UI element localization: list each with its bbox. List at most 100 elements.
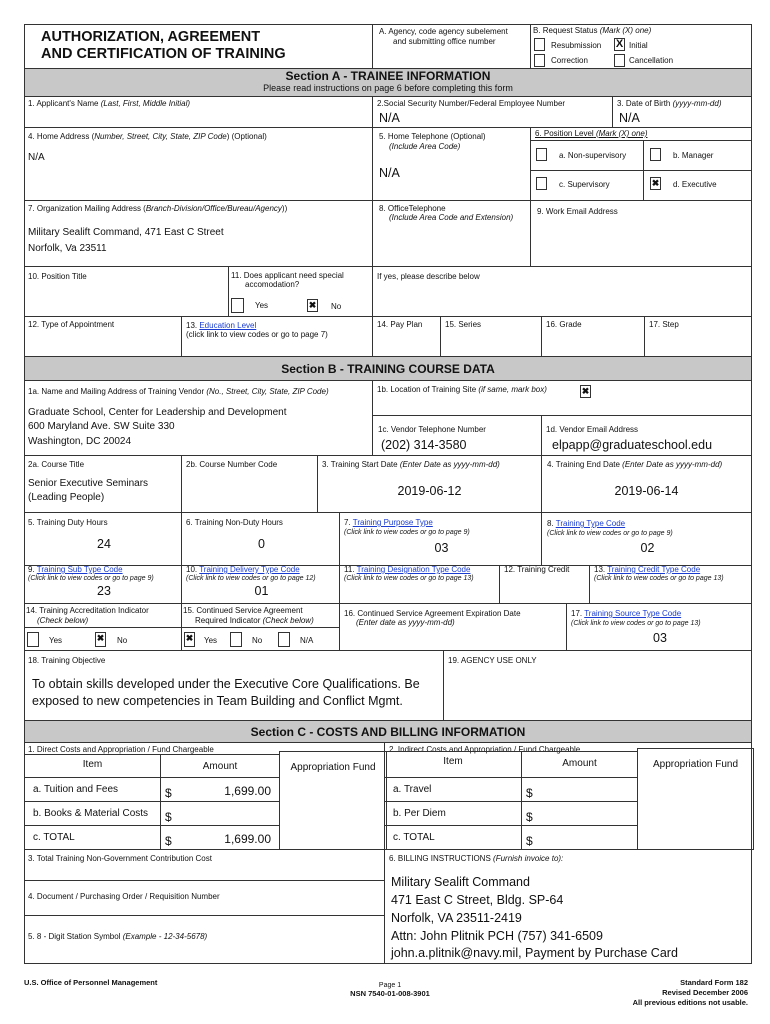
checkbox-same-site[interactable]: ✖	[580, 385, 591, 398]
checkbox-executive[interactable]: ✖	[650, 177, 661, 190]
non-duty-hours-field[interactable]: 6. Training Non-Duty Hours 0	[181, 512, 340, 566]
position-level: 6. Position Level (Mark (X) one) a. Non-…	[530, 127, 752, 201]
position-title-field[interactable]: 10. Position Title	[24, 266, 229, 317]
checkbox-manager[interactable]	[650, 148, 661, 161]
section-subtitle: Please read instructions on page 6 befor…	[263, 83, 513, 93]
label: (Example - 12-34-5678)	[122, 932, 208, 941]
appointment-type-field[interactable]: 12. Type of Appointment	[24, 316, 182, 357]
course-title-field[interactable]: 2a. Course Title Senior Executive Seminar…	[24, 455, 182, 513]
training-objective-field[interactable]: 18. Training Objective To obtain skills d…	[24, 650, 444, 721]
designation-type-field[interactable]: 11. Training Designation Type Code (Click…	[339, 565, 500, 604]
start-date-field[interactable]: 3. Training Start Date (Enter Date as yy…	[317, 455, 542, 513]
value: N/A	[28, 152, 45, 163]
accommodation-description-field[interactable]: If yes, please describe below	[372, 266, 752, 317]
dob-field[interactable]: 3. Date of Birth (yyyy-mm-dd) N/A	[612, 96, 752, 128]
value: 24	[97, 537, 111, 551]
purchase-order-field[interactable]: 4. Document / Purchasing Order / Requisi…	[24, 880, 385, 916]
work-email-field[interactable]: 9. Work Email Address	[530, 200, 752, 267]
sub-type-link[interactable]: Training Sub Type Code	[36, 565, 123, 574]
label: (Mark (X) one)	[595, 129, 648, 138]
label: 10.	[186, 565, 200, 574]
cost-amount-field[interactable]: $1,699.00	[160, 825, 280, 850]
end-date-field[interactable]: 4. Training End Date (Enter Date as yyyy…	[541, 455, 752, 513]
duty-hours-field[interactable]: 5. Training Duty Hours 24	[24, 512, 182, 566]
vendor-address-field[interactable]: 1a. Name and Mailing Address of Training…	[24, 380, 373, 456]
checkbox-csa-na[interactable]	[278, 632, 290, 647]
label: No	[117, 636, 128, 645]
delivery-type-field[interactable]: 10. Training Delivery Type Code (Click li…	[181, 565, 340, 604]
label: b. Manager	[673, 151, 714, 160]
value: 600 Maryland Ave. SW Suite 330	[28, 421, 175, 432]
cost-amount-field[interactable]: $1,699.00	[160, 777, 280, 802]
value: 1,699.00	[224, 832, 271, 846]
checkbox-supervisory[interactable]	[536, 177, 547, 190]
designation-type-link[interactable]: Training Designation Type Code	[356, 565, 471, 574]
home-telephone-field[interactable]: 5. Home Telephone (Optional) (Include Are…	[372, 127, 531, 201]
checkbox-accreditation-yes[interactable]	[27, 632, 39, 647]
checkbox-accreditation-no[interactable]: ✖	[95, 632, 106, 647]
course-number-field[interactable]: 2b. Course Number Code	[181, 455, 318, 513]
checkbox-initial[interactable]: X	[614, 38, 625, 51]
col-header-item: Item	[24, 754, 161, 778]
delivery-type-link[interactable]: Training Delivery Type Code	[199, 565, 300, 574]
credit-type-field[interactable]: 13. Training Credit Type Code (Click link…	[589, 565, 752, 604]
appropriation-fund-field[interactable]: Appropriation Fund	[637, 748, 754, 850]
credit-type-link[interactable]: Training Credit Type Code	[607, 565, 701, 574]
station-symbol-field[interactable]: 5. 8 - Digit Station Symbol (Example - 1…	[24, 915, 385, 964]
cost-item: c. TOTAL	[384, 825, 522, 850]
pay-plan-field[interactable]: 14. Pay Plan	[372, 316, 441, 357]
office-telephone-field[interactable]: 8. OfficeTelephone (Include Area Code and…	[372, 200, 531, 267]
training-type-field[interactable]: 8. Training Type Code (Click link to view…	[541, 512, 752, 566]
appropriation-fund-field[interactable]: Appropriation Fund	[279, 751, 387, 850]
checkbox-cancellation[interactable]	[614, 54, 625, 67]
checkbox-correction[interactable]	[534, 54, 545, 67]
applicant-name-field[interactable]: 1. Applicant's Name (Last, First, Middle…	[24, 96, 373, 128]
source-type-field[interactable]: 17. Training Source Type Code (Click link…	[566, 603, 752, 651]
step-field[interactable]: 17. Step	[644, 316, 752, 357]
agency-code-field[interactable]: A. Agency, code agency subelement and su…	[372, 24, 531, 69]
checkbox-csa-yes[interactable]: ✖	[184, 632, 195, 647]
value: (202) 314-3580	[381, 438, 467, 452]
series-field[interactable]: 15. Series	[440, 316, 542, 357]
checkbox-accommodation-yes[interactable]	[231, 298, 244, 313]
cost-item: b. Per Diem	[384, 801, 522, 826]
value: 02	[640, 541, 655, 555]
purpose-type-field[interactable]: 7. Training Purpose Type (Click link to v…	[339, 512, 542, 566]
cost-amount-field[interactable]: $	[521, 825, 638, 850]
vendor-phone-field[interactable]: 1c. Vendor Telephone Number (202) 314-358…	[372, 415, 542, 456]
non-gov-contribution-field[interactable]: 3. Total Training Non-Government Contrib…	[24, 849, 385, 881]
purpose-type-link[interactable]: Training Purpose Type	[352, 518, 433, 527]
vendor-email-field[interactable]: 1d. Vendor Email Address elpapp@graduates…	[541, 415, 752, 456]
checkbox-csa-no[interactable]	[230, 632, 242, 647]
grade-field[interactable]: 16. Grade	[541, 316, 645, 357]
training-type-link[interactable]: Training Type Code	[555, 519, 626, 528]
training-credit-field[interactable]: 12. Training Credit	[499, 565, 590, 604]
source-type-link[interactable]: Training Source Type Code	[584, 609, 682, 618]
sub-type-field[interactable]: 9. Training Sub Type Code (Click link to …	[24, 565, 182, 604]
label: 11.	[344, 565, 357, 574]
label: Appropriation Fund	[290, 762, 376, 773]
cost-item: a. Travel	[384, 777, 522, 802]
cost-amount-field[interactable]: $	[160, 801, 280, 826]
education-level-field[interactable]: 13. Education Level (click link to view c…	[181, 316, 373, 357]
home-address-field[interactable]: 4. Home Address (Number, Street, City, S…	[24, 127, 373, 201]
cost-amount-field[interactable]: $	[521, 777, 638, 802]
footer-agency: U.S. Office of Personnel Management	[24, 978, 158, 987]
label: 14. Training Accreditation Indicator	[26, 606, 149, 615]
section-c-header: Section C - COSTS AND BILLING INFORMATIO…	[24, 720, 752, 743]
csa-expiration-field[interactable]: 16. Continued Service Agreement Expirati…	[339, 603, 567, 651]
label: (Enter Date as yyyy-mm-dd)	[622, 460, 723, 469]
cost-item: a. Tuition and Fees	[24, 777, 161, 802]
billing-instructions-field[interactable]: 6. BILLING INSTRUCTIONS (Furnish invoice…	[384, 849, 752, 964]
cost-amount-field[interactable]: $	[521, 801, 638, 826]
training-site-field[interactable]: 1b. Location of Training Site (if same, …	[372, 380, 752, 416]
education-level-link[interactable]: Education Level	[199, 321, 257, 330]
org-mailing-address-field[interactable]: 7. Organization Mailing Address (Branch-…	[24, 200, 373, 267]
checkbox-resubmission[interactable]	[534, 38, 545, 51]
label: d. Executive	[673, 180, 717, 189]
checkbox-accommodation-no[interactable]: ✖	[307, 299, 318, 312]
ssn-field[interactable]: 2.Social Security Number/Federal Employe…	[372, 96, 613, 128]
form-number: Standard Form 182	[680, 978, 748, 987]
label: No	[252, 636, 263, 645]
checkbox-non-supervisory[interactable]	[536, 148, 547, 161]
